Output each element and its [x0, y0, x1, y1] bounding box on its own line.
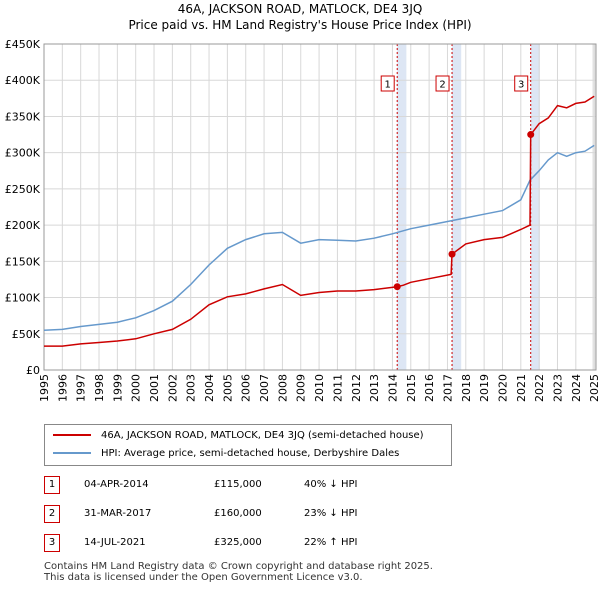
property-price-line [44, 95, 595, 347]
sale-price: £325,000 [214, 537, 262, 548]
sale-date: 14-JUL-2021 [84, 537, 146, 548]
x-tick-label: 2007 [258, 374, 271, 402]
sale-label-box [514, 75, 529, 92]
chart-legend: 46A, JACKSON ROAD, MATLOCK, DE4 3JQ (sem… [44, 424, 452, 466]
sale-period-shade [530, 44, 540, 370]
x-tick-label: 1999 [111, 374, 124, 402]
x-tick-label: 2009 [295, 374, 308, 402]
x-tick-label: 2017 [441, 374, 454, 402]
x-tick-label: 2002 [166, 374, 179, 402]
x-tick-label: 2021 [515, 374, 528, 402]
footer-attribution: Contains HM Land Registry data © Crown c… [44, 561, 433, 583]
footer-line-1: Contains HM Land Registry data © Crown c… [44, 561, 433, 572]
sale-date: 04-APR-2014 [84, 479, 149, 490]
sale-label-box [435, 75, 450, 92]
x-tick-label: 2010 [313, 374, 326, 402]
y-tick-label: £300K [5, 147, 41, 160]
x-tick-label: 2004 [203, 374, 216, 402]
y-tick-label: £100K [5, 292, 41, 305]
plot-frame [43, 43, 597, 371]
x-tick-label: 1997 [75, 374, 88, 402]
sale-label-text: 2 [439, 80, 445, 91]
y-tick-label: £0 [26, 364, 40, 377]
chart-title: 46A, JACKSON ROAD, MATLOCK, DE4 3JQ [177, 2, 423, 16]
x-tick-label: 2001 [148, 374, 161, 402]
x-tick-label: 2022 [533, 374, 546, 402]
sale-label-box [380, 75, 395, 92]
legend-item-hpi: HPI: Average price, semi-detached house,… [53, 446, 399, 462]
legend-item-property: 46A, JACKSON ROAD, MATLOCK, DE4 3JQ (sem… [53, 428, 424, 444]
x-tick-label: 1996 [56, 374, 69, 402]
x-tick-label: 2018 [460, 374, 473, 402]
x-tick-label: 1995 [38, 374, 51, 402]
y-tick-label: £50K [12, 328, 41, 341]
sale-number-badge: 3 [44, 534, 60, 552]
y-tick-label: £350K [5, 110, 41, 123]
x-tick-label: 2019 [478, 374, 491, 402]
x-tick-label: 1998 [93, 374, 106, 402]
sale-price: £160,000 [214, 508, 262, 519]
sale-hpi-diff: 23% ↓ HPI [304, 508, 358, 519]
y-tick-label: £450K [5, 38, 41, 51]
hpi-line [43, 144, 595, 331]
x-tick-label: 2025 [588, 374, 600, 402]
sale-period-shade [452, 44, 462, 370]
x-tick-label: 2006 [240, 374, 253, 402]
price-chart: £0 £50K £100K £150K £200K £250K £300K £350K £400… [5, 38, 600, 402]
legend-label-property: 46A, JACKSON ROAD, MATLOCK, DE4 3JQ (sem… [101, 430, 424, 441]
x-tick-label: 2023 [551, 374, 564, 402]
y-tick-label: £150K [5, 255, 41, 268]
y-tick-label: £200K [5, 219, 41, 232]
sale-hpi-diff: 40% ↓ HPI [304, 479, 358, 490]
sale-label-text: 3 [518, 80, 524, 91]
x-tick-label: 2015 [405, 374, 418, 402]
sale-point [393, 283, 401, 291]
sale-point [448, 250, 456, 258]
x-tick-label: 2003 [185, 374, 198, 402]
sale-price: £115,000 [214, 479, 262, 490]
sale-hpi-diff: 22% ↑ HPI [304, 537, 358, 548]
x-tick-label: 2014 [386, 374, 399, 402]
sale-date: 31-MAR-2017 [84, 508, 152, 519]
sale-period-shade [397, 44, 407, 370]
y-tick-label: £250K [5, 183, 41, 196]
x-tick-label: 2024 [570, 374, 583, 402]
y-tick-label: £400K [5, 74, 41, 87]
x-tick-label: 2011 [331, 374, 344, 402]
sale-number-badge: 2 [44, 505, 60, 523]
legend-swatch-hpi [53, 452, 91, 454]
x-tick-label: 2000 [130, 374, 143, 402]
legend-label-hpi: HPI: Average price, semi-detached house,… [101, 448, 400, 459]
x-tick-label: 2008 [276, 374, 289, 402]
sale-point [527, 131, 535, 139]
sale-label-text: 1 [385, 80, 391, 91]
x-tick-label: 2013 [368, 374, 381, 402]
sale-number-badge: 1 [44, 476, 60, 494]
x-tick-label: 2020 [496, 374, 509, 402]
legend-swatch-property [53, 434, 91, 436]
x-tick-label: 2016 [423, 374, 436, 402]
x-tick-label: 2005 [221, 374, 234, 402]
footer-line-2: This data is licensed under the Open Gov… [44, 572, 363, 583]
chart-subtitle: Price paid vs. HM Land Registry's House … [128, 18, 472, 32]
x-tick-label: 2012 [350, 374, 363, 402]
